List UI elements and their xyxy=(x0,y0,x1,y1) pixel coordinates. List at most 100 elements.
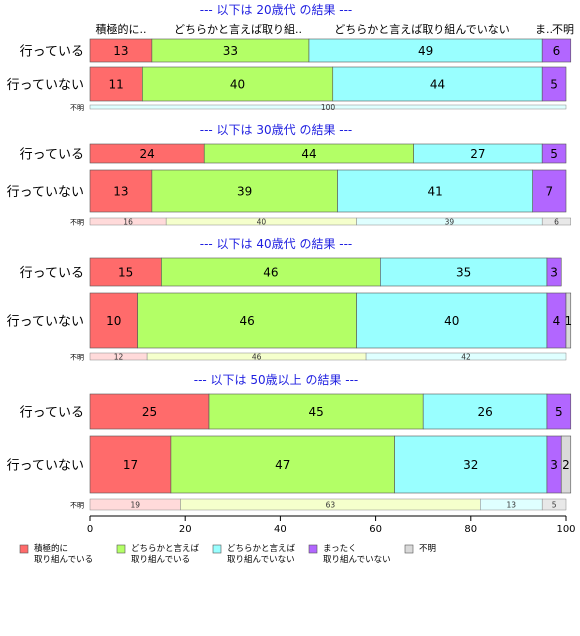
legend-swatch xyxy=(19,544,29,554)
unknown-data-label: 63 xyxy=(326,501,336,510)
bar-segment xyxy=(137,292,357,349)
bar-segment xyxy=(380,257,548,287)
group-title: --- 以下は 40歳代 の結果 --- xyxy=(200,237,353,251)
bar-segment xyxy=(560,435,572,494)
bar-segment xyxy=(565,292,572,349)
unknown-data-label: 16 xyxy=(123,218,133,227)
bar-segment xyxy=(170,435,395,494)
row-label: 行っていない xyxy=(7,78,84,93)
legend-label: どちらかと言えば取り組んでいない xyxy=(227,543,296,565)
data-label: 24 xyxy=(139,147,154,161)
unknown-row-label: 不明 xyxy=(70,219,84,227)
legend-swatch xyxy=(212,544,222,554)
unknown-data-label: 39 xyxy=(445,218,455,227)
data-label: 45 xyxy=(308,405,323,419)
x-tick-label: 0 xyxy=(87,524,93,535)
row-label: 行っている xyxy=(20,406,84,421)
bar-segment xyxy=(422,393,548,430)
data-label: 46 xyxy=(263,266,278,280)
category-header-label: どちらかと言えば取り組.. xyxy=(174,23,302,36)
x-tick-label: 40 xyxy=(274,524,287,535)
unknown-bar-segment xyxy=(541,498,567,511)
data-label: 49 xyxy=(418,44,433,58)
bar-segment xyxy=(89,435,172,494)
row-label: 行っていない xyxy=(7,315,84,330)
data-label: 15 xyxy=(118,266,133,280)
data-label: 13 xyxy=(113,185,128,199)
x-tick-label: 80 xyxy=(464,524,477,535)
data-label: 11 xyxy=(109,78,124,92)
category-header-label: どちらかと言えば取り組んでいない xyxy=(334,23,509,36)
x-tick-label: 100 xyxy=(556,524,575,535)
data-label: 46 xyxy=(239,314,254,328)
bar-segment xyxy=(546,393,572,430)
unknown-row-label: 不明 xyxy=(70,502,84,510)
bar-segment xyxy=(208,393,424,430)
bar-segment xyxy=(541,143,567,164)
unknown-bar-segment xyxy=(541,217,572,226)
unknown-data-label: 12 xyxy=(114,353,124,362)
bar-segment xyxy=(546,257,562,287)
bar-segment xyxy=(541,66,567,102)
x-tick-label: 20 xyxy=(179,524,192,535)
data-label: 33 xyxy=(223,44,238,58)
bar-segment xyxy=(89,66,143,102)
category-header-label: ま.. xyxy=(535,23,553,36)
data-label: 2 xyxy=(562,458,570,472)
row-label: 行っていない xyxy=(7,459,84,474)
data-label: 44 xyxy=(430,78,445,92)
unknown-data-label: 100 xyxy=(321,103,336,112)
legend-swatch xyxy=(308,544,318,554)
category-header-label: 積極的に.. xyxy=(96,22,147,36)
bar-segment xyxy=(89,169,153,213)
legend-label: 不明 xyxy=(419,544,436,554)
unknown-data-label: 13 xyxy=(506,501,516,510)
x-tick-label: 60 xyxy=(369,524,382,535)
unknown-row-label: 不明 xyxy=(70,104,84,112)
data-label: 1 xyxy=(565,314,573,328)
data-label: 44 xyxy=(301,147,316,161)
data-label: 41 xyxy=(427,185,442,199)
bar-segment xyxy=(89,257,162,287)
unknown-data-label: 19 xyxy=(130,501,140,510)
data-label: 6 xyxy=(553,44,561,58)
data-label: 3 xyxy=(550,266,558,280)
unknown-row-label: 不明 xyxy=(70,354,84,362)
data-label: 17 xyxy=(123,458,138,472)
row-label: 行っている xyxy=(20,148,84,163)
category-header-label: 不明 xyxy=(552,23,574,36)
bar-segment xyxy=(161,257,381,287)
row-label: 行っていない xyxy=(7,185,84,200)
bar-segment xyxy=(332,66,543,102)
row-label: 行っている xyxy=(20,266,84,281)
unknown-bar-segment xyxy=(365,352,567,361)
unknown-data-label: 40 xyxy=(257,218,267,227)
bar-segment xyxy=(142,66,334,102)
data-label: 5 xyxy=(550,78,558,92)
data-label: 25 xyxy=(142,405,157,419)
data-label: 5 xyxy=(555,405,563,419)
data-label: 35 xyxy=(456,266,471,280)
data-label: 5 xyxy=(550,147,558,161)
data-label: 40 xyxy=(444,314,459,328)
bar-segment xyxy=(541,38,572,63)
bar-segment xyxy=(151,169,338,213)
data-label: 4 xyxy=(553,314,561,328)
data-label: 39 xyxy=(237,185,252,199)
data-label: 32 xyxy=(463,458,478,472)
legend-label: まったく取り組んでいない xyxy=(323,544,391,565)
group-title: --- 以下は 50歳以上 の結果 --- xyxy=(194,373,359,387)
data-label: 3 xyxy=(550,458,558,472)
unknown-bar-segment xyxy=(89,104,567,110)
data-label: 10 xyxy=(106,314,121,328)
data-label: 47 xyxy=(275,458,290,472)
unknown-data-label: 46 xyxy=(252,353,262,362)
group-title: --- 以下は 30歳代 の結果 --- xyxy=(200,123,353,137)
unknown-data-label: 42 xyxy=(461,353,471,362)
unknown-data-label: 5 xyxy=(552,501,557,510)
bar-segment xyxy=(337,169,533,213)
unknown-data-label: 6 xyxy=(554,218,559,227)
bar-segment xyxy=(89,393,210,430)
data-label: 13 xyxy=(113,44,128,58)
